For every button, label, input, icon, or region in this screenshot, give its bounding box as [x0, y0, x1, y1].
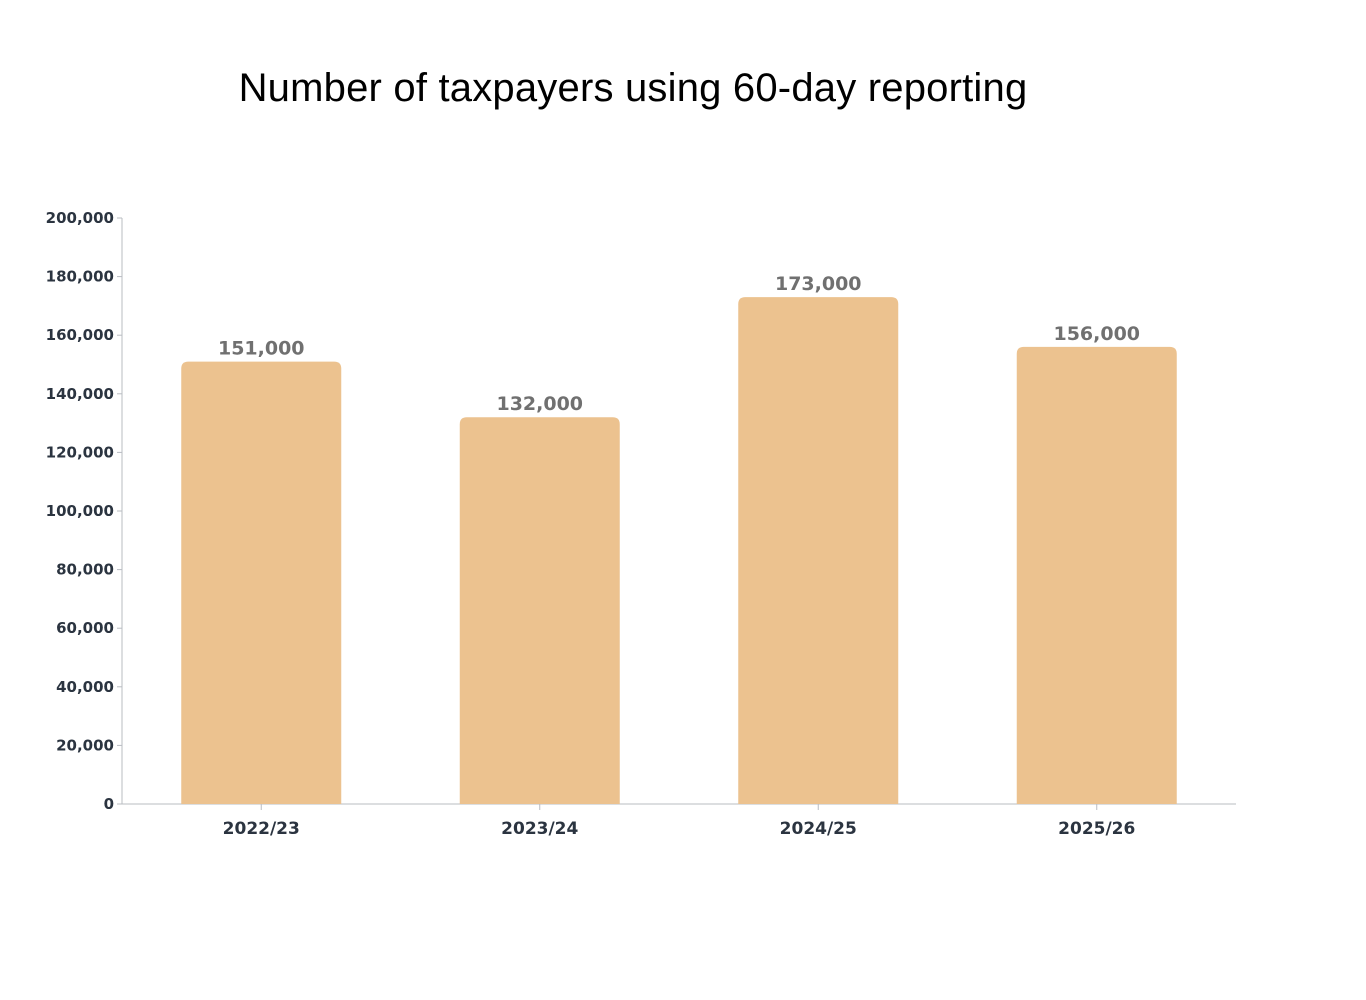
x-tick-label: 2024/25: [780, 819, 857, 839]
bar-2023-24: [459, 417, 620, 804]
data-label: 156,000: [1053, 323, 1140, 345]
bar-2025-26: [1016, 346, 1177, 804]
bar-2024-25: [738, 297, 899, 804]
y-tick-label: 0: [104, 795, 114, 813]
y-tick-label: 160,000: [46, 326, 114, 344]
bar-2022-23: [181, 361, 342, 804]
data-labels: 151,000 132,000 173,000 156,000: [218, 273, 1140, 415]
y-tick-label: 180,000: [46, 268, 114, 286]
data-label: 132,000: [496, 393, 583, 415]
y-axis: 0 20,000 40,000 60,000 80,000 100,000 120,000 1…: [46, 209, 123, 813]
y-tick-label: 140,000: [46, 385, 114, 403]
data-label: 173,000: [775, 273, 862, 295]
x-tick-label: 2025/26: [1058, 819, 1135, 839]
chart-title: Number of taxpayers using 60-day reporti…: [238, 66, 1028, 110]
y-tick-label: 120,000: [46, 443, 114, 461]
y-tick-label: 100,000: [46, 502, 114, 520]
data-label: 151,000: [218, 338, 305, 360]
y-tick-label: 20,000: [56, 736, 114, 754]
bars: [181, 297, 1177, 804]
x-tick-label: 2023/24: [501, 819, 578, 839]
y-tick-label: 80,000: [56, 561, 114, 579]
x-tick-label: 2022/23: [223, 819, 300, 839]
y-tick-label: 40,000: [56, 678, 114, 696]
y-tick-label: 200,000: [46, 209, 114, 227]
x-axis: 2022/23 2023/24 2024/25 2025/26: [122, 803, 1236, 839]
y-tick-label: 60,000: [56, 619, 114, 637]
